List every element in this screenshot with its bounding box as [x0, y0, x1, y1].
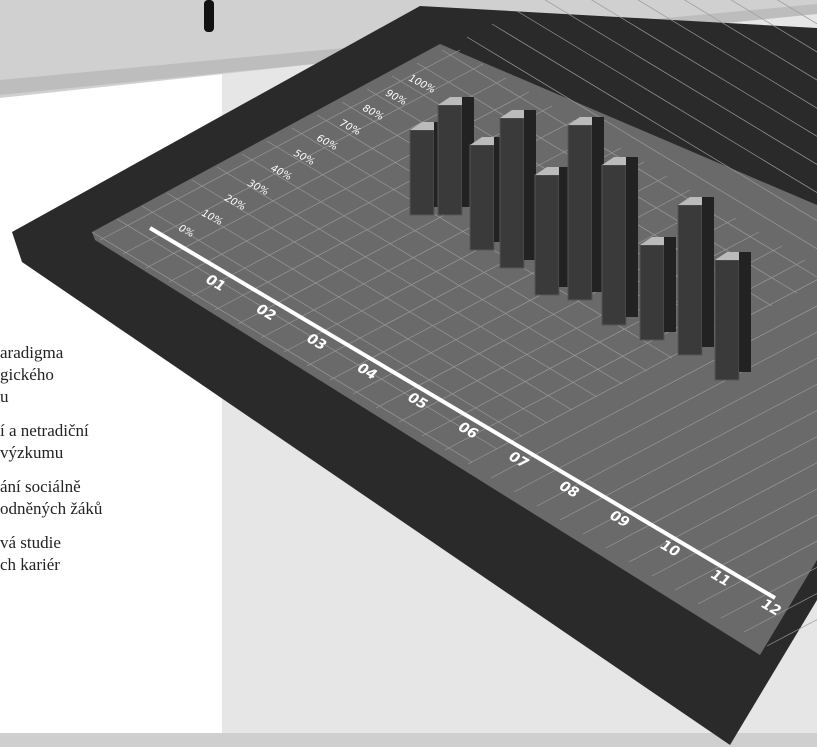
bar-side	[626, 157, 638, 317]
bar-front	[409, 129, 435, 216]
grid-line	[536, 357, 817, 507]
grid-line	[99, 49, 461, 241]
grid-line	[467, 279, 817, 465]
grid-line	[582, 410, 817, 535]
bar-side	[739, 252, 751, 372]
grid-line	[266, 140, 648, 372]
stroke-mark	[204, 0, 214, 32]
list-text: aradigma	[0, 343, 64, 362]
decorative-bars	[409, 97, 751, 381]
grid-line	[513, 331, 817, 493]
bar-front	[437, 104, 463, 216]
grid-line	[352, 203, 714, 395]
bar-front	[677, 204, 703, 356]
grid-line	[591, 0, 817, 137]
grid-line	[91, 231, 473, 463]
grid-line	[216, 166, 598, 398]
grid-line	[637, 0, 817, 109]
bar-side	[592, 117, 604, 292]
grid-line	[141, 205, 523, 437]
grid-line	[651, 488, 817, 577]
list-text: odněných žáků	[0, 499, 103, 518]
grid-line	[122, 63, 484, 255]
grid-line	[544, 0, 817, 165]
list-text: ání sociálně	[0, 477, 81, 496]
grid-line	[743, 593, 817, 633]
grid-line	[116, 218, 498, 450]
left-panel	[0, 0, 222, 747]
grid-line	[559, 383, 817, 521]
grid-line	[466, 36, 817, 250]
grid-line	[605, 436, 817, 549]
grid-line	[191, 179, 573, 411]
grid-line	[684, 0, 817, 81]
bottom-band	[0, 733, 817, 747]
bar-front	[639, 244, 665, 341]
bar-side	[702, 197, 714, 347]
grid-line	[516, 10, 817, 193]
list-text: í a netradiční	[0, 421, 89, 440]
list-text: u	[0, 387, 9, 406]
bar-front	[714, 259, 740, 381]
bar-front	[469, 144, 495, 251]
grid-line	[491, 23, 817, 222]
bar-side	[664, 237, 676, 332]
grid-line	[237, 133, 599, 325]
grid-line	[674, 514, 817, 591]
grid-line	[697, 540, 817, 605]
grid-line	[720, 566, 817, 619]
bar-front	[499, 117, 525, 269]
list-text: gického	[0, 365, 54, 384]
list-text: vá studie	[0, 533, 61, 552]
bar-front	[534, 174, 560, 296]
bar-front	[567, 124, 593, 301]
list-text: ch kariér	[0, 555, 60, 574]
grid-line	[628, 462, 817, 563]
bar-side	[524, 110, 536, 260]
bar-front	[601, 164, 627, 326]
grid-line	[241, 153, 623, 385]
grid-line	[490, 305, 817, 479]
list-text: výzkumu	[0, 443, 64, 462]
x-axis-line	[148, 226, 777, 600]
grid-line	[166, 192, 548, 424]
